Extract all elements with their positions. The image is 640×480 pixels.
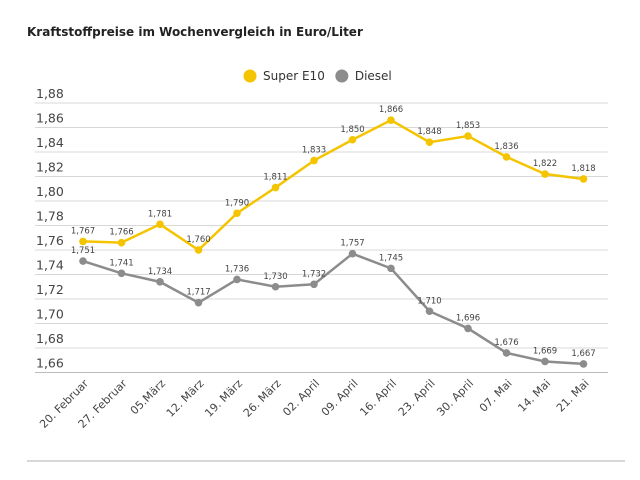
data-label: 1,760 xyxy=(186,235,210,245)
legend: Super E10 Diesel xyxy=(243,69,392,83)
data-label: 1,734 xyxy=(148,267,172,277)
data-point xyxy=(79,237,87,246)
series-line xyxy=(82,118,584,252)
data-point xyxy=(79,257,87,265)
y-tick-label: 1,68 xyxy=(36,331,64,346)
data-label: 1,767 xyxy=(71,226,95,236)
data-point xyxy=(271,282,280,291)
data-label: 1,790 xyxy=(225,198,249,208)
data-label: 1,781 xyxy=(148,209,172,219)
data-label: 1,818 xyxy=(571,164,595,174)
legend-marker xyxy=(335,69,349,83)
data-label: 1,757 xyxy=(340,239,364,249)
data-point xyxy=(541,170,549,178)
data-point xyxy=(194,246,203,254)
data-label: 1,669 xyxy=(533,346,557,356)
y-tick-label: 1,66 xyxy=(36,356,64,371)
x-tick-label: 05.März xyxy=(128,377,168,417)
series-line xyxy=(82,252,584,366)
x-tick-label: 30. April xyxy=(434,377,476,419)
data-point xyxy=(233,209,241,218)
x-tick-label: 12. März xyxy=(164,377,207,420)
data-label: 1,736 xyxy=(225,264,249,274)
data-label: 1,696 xyxy=(456,313,480,323)
x-tick-label: 16. April xyxy=(357,377,399,419)
y-tick-label: 1,70 xyxy=(36,307,64,322)
data-label: 1,836 xyxy=(494,142,518,152)
y-tick-label: 1,82 xyxy=(36,160,64,175)
x-tick-label: 02. April xyxy=(280,377,322,419)
data-point xyxy=(194,298,203,307)
data-label: 1,811 xyxy=(263,173,287,183)
data-point xyxy=(271,183,280,192)
data-label: 1,850 xyxy=(340,125,364,135)
data-point xyxy=(117,269,126,278)
data-label: 1,732 xyxy=(302,269,326,279)
y-tick-label: 1,72 xyxy=(36,282,64,297)
x-tick-label: 07. Mai xyxy=(477,377,515,415)
data-point xyxy=(464,132,472,140)
data-label: 1,730 xyxy=(263,272,287,282)
data-point xyxy=(502,153,511,161)
data-label: 1,848 xyxy=(417,127,441,137)
data-label: 1,822 xyxy=(533,159,557,169)
data-point xyxy=(387,264,395,273)
chart-title: Kraftstoffpreise im Wochenvergleich in E… xyxy=(27,25,363,39)
y-tick-label: 1,84 xyxy=(36,135,64,150)
data-label: 1,710 xyxy=(417,296,441,306)
y-tick-label: 1,86 xyxy=(36,111,64,126)
data-label: 1,717 xyxy=(186,288,210,298)
legend-label: Diesel xyxy=(355,69,392,83)
data-point xyxy=(310,280,318,289)
x-tick-label: 21. Mai xyxy=(554,377,592,415)
data-point xyxy=(348,135,357,144)
data-point xyxy=(502,349,511,357)
data-label: 1,741 xyxy=(109,258,133,268)
data-label: 1,751 xyxy=(71,246,95,256)
y-tick-label: 1,76 xyxy=(36,233,64,248)
data-point xyxy=(425,138,434,146)
data-point xyxy=(579,360,588,368)
data-label: 1,853 xyxy=(456,121,480,131)
x-tick-label: 26. März xyxy=(241,377,284,420)
data-point xyxy=(579,175,588,183)
x-tick-label: 19. März xyxy=(202,377,245,420)
data-point xyxy=(156,278,164,286)
x-tick-label: 09. April xyxy=(319,377,361,419)
y-tick-label: 1,74 xyxy=(36,258,64,273)
data-label: 1,866 xyxy=(379,105,403,115)
data-point xyxy=(117,238,126,247)
data-point xyxy=(464,324,472,333)
y-tick-label: 1,88 xyxy=(36,86,64,101)
data-point xyxy=(233,275,241,284)
data-label: 1,676 xyxy=(494,338,518,348)
data-label: 1,833 xyxy=(302,146,326,156)
data-point xyxy=(348,249,357,258)
x-tick-label: 23. April xyxy=(396,377,438,419)
y-tick-label: 1,80 xyxy=(36,184,64,199)
legend-marker xyxy=(243,69,257,83)
data-point xyxy=(425,307,434,316)
data-point xyxy=(387,116,395,124)
legend-label: Super E10 xyxy=(263,69,325,83)
y-tick-label: 1,78 xyxy=(36,209,64,224)
data-point xyxy=(310,156,318,165)
data-label: 1,766 xyxy=(109,228,133,238)
data-point xyxy=(156,220,164,229)
x-tick-label: 14. Mai xyxy=(515,377,553,415)
data-label: 1,745 xyxy=(379,253,403,263)
data-label: 1,667 xyxy=(571,349,595,359)
data-point xyxy=(541,357,549,366)
